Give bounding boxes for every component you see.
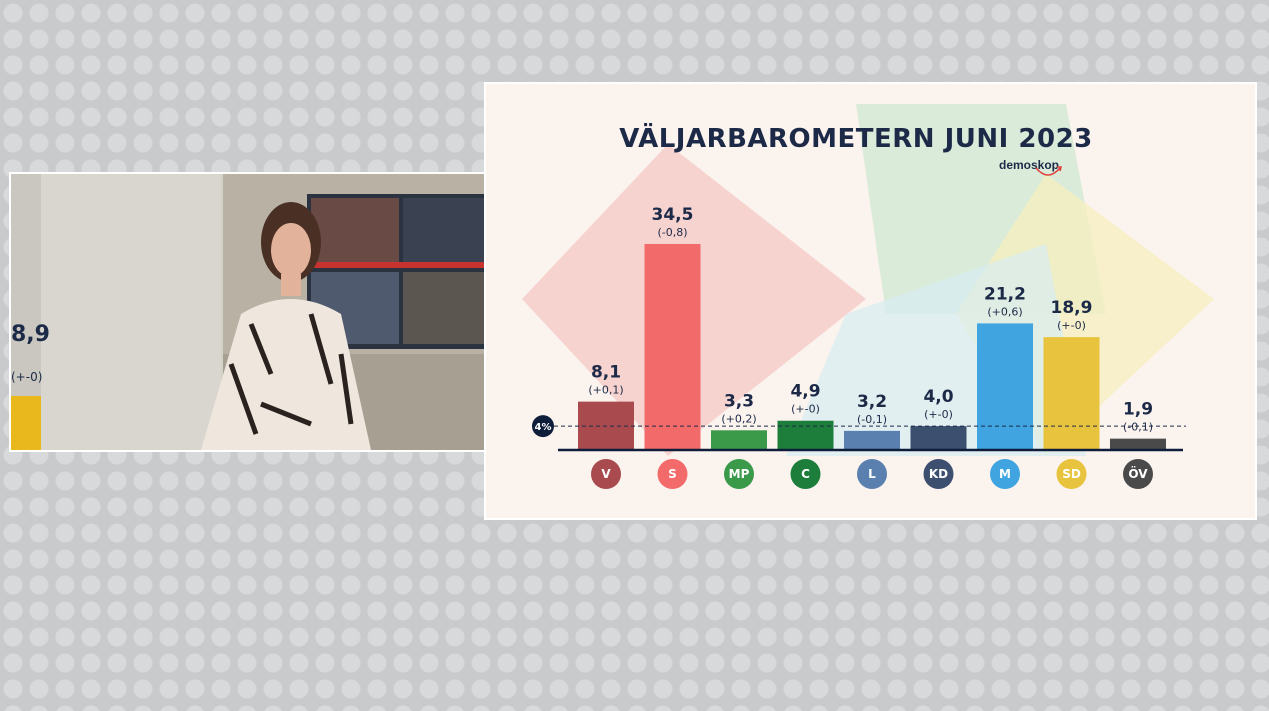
party-badge-c [790,459,821,489]
value-label-v: 8,1 [591,363,621,383]
video-side-value: 8,9 [11,322,50,347]
threshold-label: 4% [535,422,552,433]
category-label-mp: MP [729,467,750,481]
category-label-s: S [668,467,677,481]
category-label-m: M [999,467,1011,481]
value-label-kd: 4,0 [923,387,953,407]
video-inset: 8,9 (+-0) [9,172,501,452]
change-label-s: (-0,8) [657,226,687,239]
party-badge-mp [724,459,754,489]
party-badge-l [857,459,887,489]
value-label-s: 34,5 [652,205,694,225]
threshold-badge [532,415,554,438]
party-badge-kd [923,459,954,489]
bar-c [777,420,834,450]
change-label-m: (+0,6) [987,305,1022,318]
studio-scene [11,174,499,450]
party-badge-v [591,459,621,489]
value-label-sd: 18,9 [1051,298,1093,318]
party-badge-m [990,459,1020,489]
bar-m [977,323,1033,450]
video-side-change: (+-0) [11,370,43,384]
bar-l [844,430,900,450]
category-label-l: L [868,467,876,481]
bar-mp [711,430,767,450]
change-label-c: (+-0) [791,403,820,416]
party-badge-sd [1056,459,1087,489]
change-label-sd: (+-0) [1057,319,1086,332]
change-label-öv: (-0,1) [1123,421,1153,434]
bar-s [644,243,701,450]
bar-kd [910,426,967,450]
category-label-sd: SD [1062,467,1081,481]
value-label-mp: 3,3 [724,391,754,411]
bar-öv [1110,438,1166,450]
value-label-m: 21,2 [984,284,1026,304]
bar-sd [1043,337,1100,450]
chart-panel: VÄLJARBAROMETERN JUNI 2023 demoskop 8,1(… [484,82,1257,520]
demoskop-arc-icon [1035,166,1063,176]
change-label-kd: (+-0) [924,408,953,421]
value-label-öv: 1,9 [1123,400,1153,420]
demoskop-logo: demoskop [999,158,1060,172]
category-label-kd: KD [929,467,948,481]
chart-title: VÄLJARBAROMETERN JUNI 2023 [619,124,1093,154]
bar-chart: 8,1(+0,1)V34,5(-0,8)S3,3(+0,2)MP4,9(+-0)… [532,205,1186,489]
party-badge-s [657,459,688,489]
party-badge-öv [1123,459,1153,489]
change-label-v: (+0,1) [588,384,623,397]
change-label-mp: (+0,2) [721,412,756,425]
category-label-öv: ÖV [1128,466,1148,481]
category-label-v: V [601,467,611,481]
change-label-l: (-0,1) [857,413,887,426]
value-label-c: 4,9 [790,382,820,402]
value-label-l: 3,2 [857,392,887,412]
category-label-c: C [801,467,810,481]
